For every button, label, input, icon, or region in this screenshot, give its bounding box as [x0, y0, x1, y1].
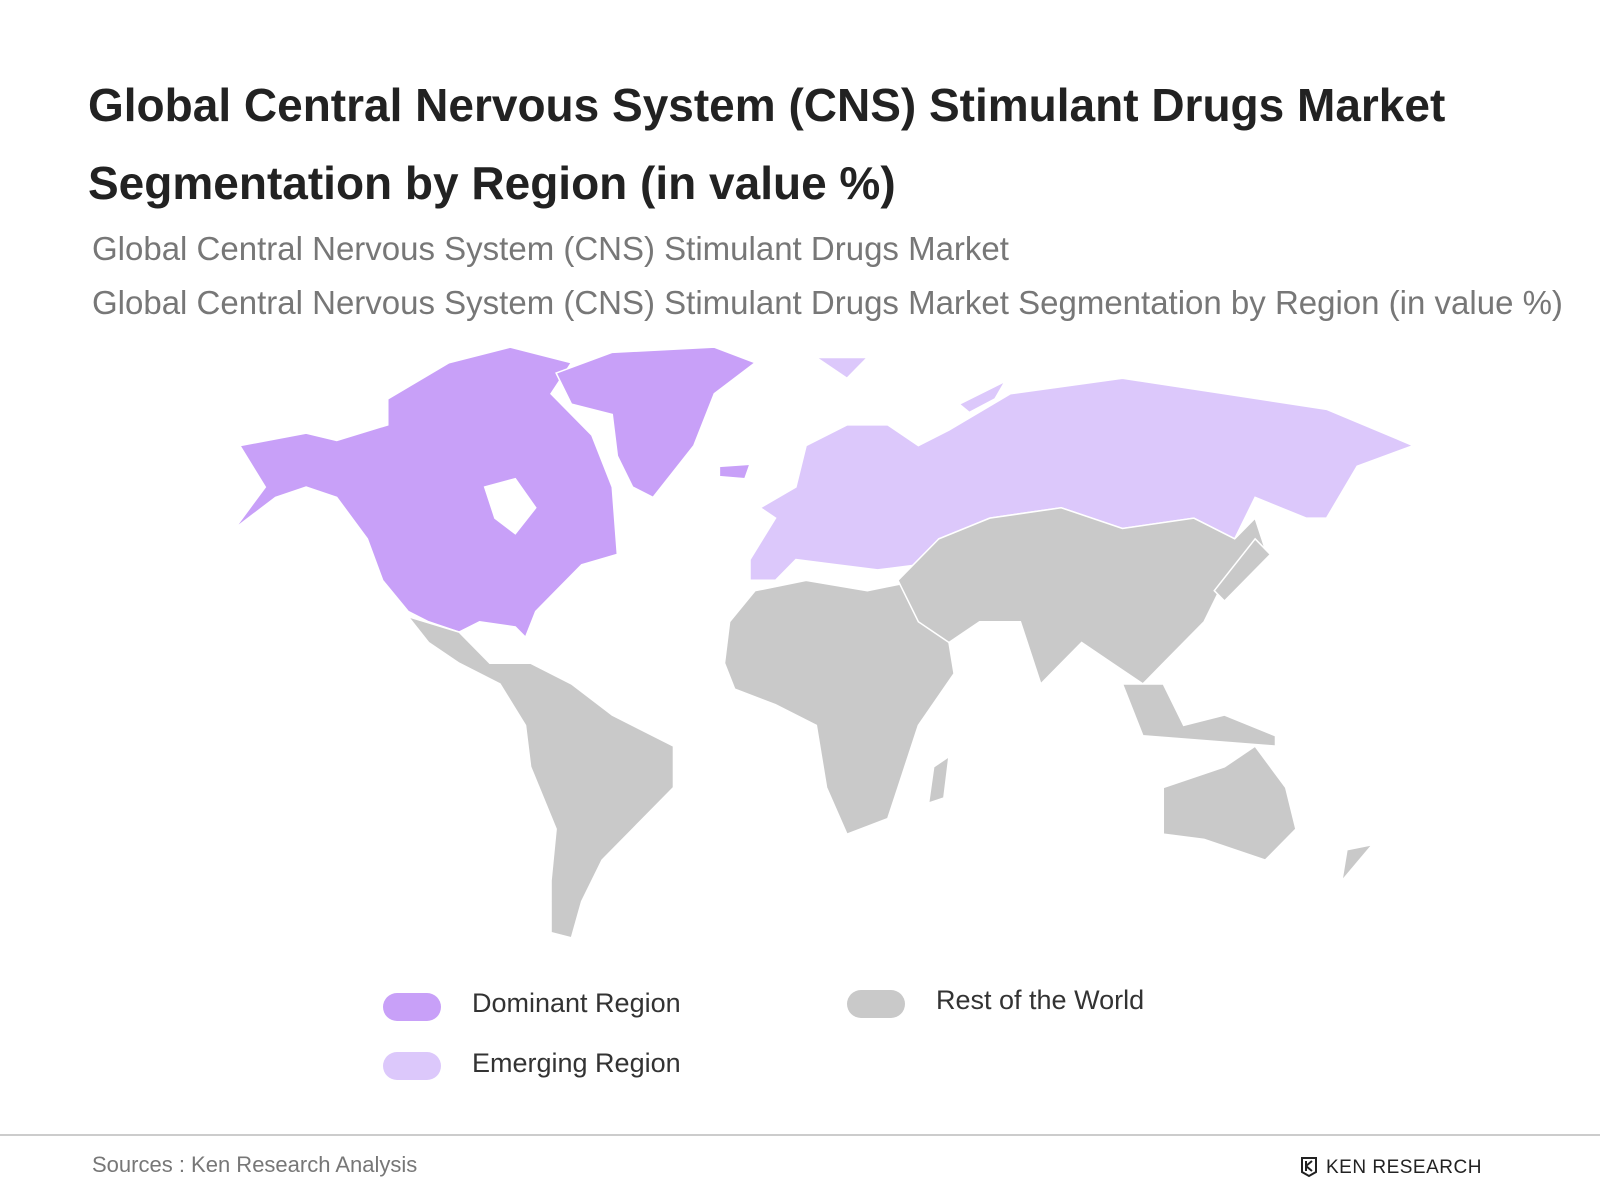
map-region	[1213, 537, 1272, 603]
legend-swatch	[383, 1052, 441, 1080]
map-region	[813, 356, 870, 380]
map-region	[234, 346, 619, 639]
map-region	[555, 346, 757, 499]
subtitle: Global Central Nervous System (CNS) Stim…	[92, 284, 1563, 321]
divider	[0, 1134, 1600, 1136]
map-region	[406, 615, 675, 939]
map-region	[749, 377, 1416, 582]
brand: KEN RESEARCH	[1326, 1157, 1482, 1178]
source: Sources : Ken Research Analysis	[92, 1152, 418, 1177]
map-region	[718, 463, 752, 480]
brand-logo	[1301, 1157, 1317, 1178]
map-region	[957, 379, 1008, 414]
legend-label: Emerging Region	[472, 1048, 681, 1078]
map-region	[723, 579, 955, 836]
map-region	[1340, 843, 1375, 884]
map-region	[897, 506, 1267, 686]
map-region	[927, 754, 950, 805]
subtitle: Global Central Nervous System (CNS) Stim…	[92, 230, 1009, 267]
map-region	[1121, 683, 1277, 747]
legend-label: Rest of the World	[936, 985, 1145, 1015]
hudson-bay	[483, 477, 537, 535]
map-region	[1162, 745, 1297, 861]
legend-swatch	[383, 993, 441, 1021]
legend-label: Dominant Region	[472, 988, 681, 1018]
legend-swatch	[847, 990, 905, 1018]
title: Global Central Nervous System (CNS) Stim…	[88, 79, 1446, 209]
